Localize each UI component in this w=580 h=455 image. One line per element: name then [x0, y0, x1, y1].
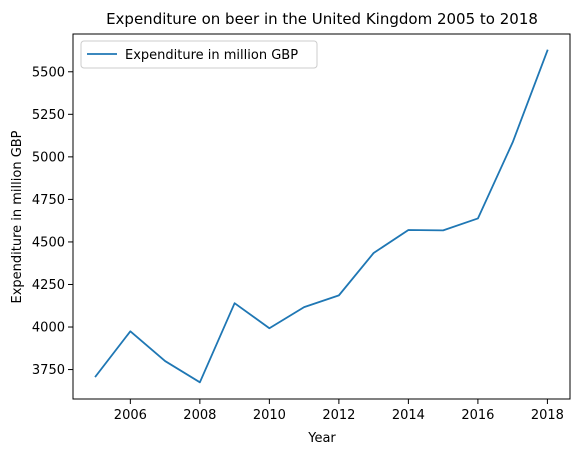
- data-point: [197, 379, 203, 385]
- axes-frame: [72, 33, 571, 400]
- y-tick-label: 4000: [32, 321, 65, 336]
- chart-title: Expenditure on beer in the United Kingdo…: [106, 10, 538, 28]
- data-point: [127, 328, 133, 334]
- data-point: [371, 250, 377, 256]
- data-point: [162, 358, 168, 364]
- data-point: [405, 227, 411, 233]
- data-point: [232, 300, 238, 306]
- x-tick-label: 2012: [322, 408, 355, 423]
- x-tick-label: 2010: [253, 408, 286, 423]
- x-tick-label: 2014: [392, 408, 425, 423]
- x-tick-label: 2016: [461, 408, 494, 423]
- legend-label: Expenditure in million GBP: [125, 48, 298, 63]
- legend: Expenditure in million GBP: [80, 40, 318, 69]
- x-axis: 2006 2008 2010 2012 2014 2016 2018: [114, 399, 564, 423]
- y-axis: 3750 4000 4250 4500 4750 5000 5250 5500: [32, 65, 73, 378]
- y-tick-label: 3750: [32, 363, 65, 378]
- y-tick-label: 5250: [32, 108, 65, 123]
- x-tick-label: 2006: [114, 408, 147, 423]
- y-tick-label: 5500: [32, 65, 65, 80]
- y-tick-label: 4250: [32, 278, 65, 293]
- x-tick-label: 2008: [183, 408, 216, 423]
- y-tick-label: 4500: [32, 235, 65, 250]
- data-point: [544, 48, 550, 54]
- data-point: [301, 304, 307, 310]
- y-tick-label: 5000: [32, 150, 65, 165]
- data-point: [475, 215, 481, 221]
- plot-area: [93, 48, 550, 385]
- data-point: [440, 227, 446, 233]
- legend-box: [80, 40, 318, 69]
- data-point: [93, 373, 99, 379]
- y-tick-label: 4750: [32, 193, 65, 208]
- y-axis-label: Expenditure in million GBP: [10, 130, 25, 303]
- data-point: [266, 325, 272, 331]
- x-tick-label: 2018: [531, 408, 564, 423]
- data-point: [336, 292, 342, 298]
- data-point: [510, 139, 516, 145]
- x-axis-label: Year: [307, 431, 336, 446]
- series-line: [94, 49, 549, 384]
